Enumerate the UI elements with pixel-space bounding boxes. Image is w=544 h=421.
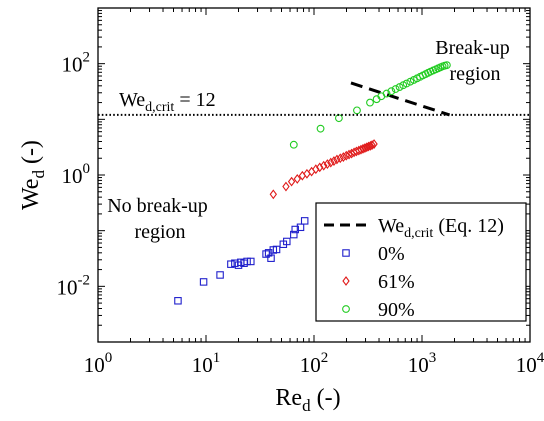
data-point-square	[296, 223, 305, 232]
data-point-diamond	[320, 160, 328, 171]
y-tick-label: 10-2	[57, 272, 91, 299]
y-axis-label: Wed(-)	[18, 140, 48, 210]
data-point-diamond	[293, 174, 301, 184]
data-point-diamond	[370, 139, 378, 149]
data-point-square	[227, 260, 235, 268]
data-point-circle	[289, 140, 298, 149]
legend-entry: 90%	[342, 299, 415, 321]
axis-ticks	[97, 7, 531, 343]
data-point-circle	[402, 79, 411, 88]
x-tick-label: 100	[84, 350, 113, 377]
data-point-square	[216, 271, 224, 279]
data-point-square	[247, 257, 255, 266]
x-tick-label: 104	[516, 350, 544, 377]
data-point-circle	[366, 98, 374, 107]
data-point-diamond	[363, 142, 371, 153]
critical-we-eq12-line	[350, 81, 451, 117]
legend-entry: Wed,crit (Eq. 12)	[324, 215, 504, 241]
break-up-region-annotation: Break-up region	[435, 37, 514, 85]
data-point-square	[243, 257, 251, 266]
data-point-diamond	[312, 164, 320, 175]
legend-marker-diamond	[342, 276, 350, 286]
data-point-square	[267, 254, 275, 262]
data-point-diamond	[327, 157, 335, 168]
data-point-square	[291, 225, 299, 234]
data-point-diamond	[336, 153, 344, 164]
data-point-circle	[353, 106, 361, 115]
data-point-diamond	[366, 140, 375, 151]
data-point-diamond	[287, 176, 296, 187]
data-point-diamond	[345, 149, 353, 160]
data-point-diamond	[357, 144, 365, 155]
data-point-diamond	[316, 162, 324, 173]
legend-box	[315, 202, 527, 322]
x-axis-label: Red (-)	[275, 385, 340, 415]
data-point-circle	[382, 89, 391, 98]
axis-tick-labels: 100 101 102 103 104 10-2 100 102	[57, 50, 544, 377]
legend-entry: 61%	[342, 271, 415, 293]
legend: Wed,crit (Eq. 12)0% 61% 90%	[315, 202, 527, 322]
data-point-diamond	[330, 156, 338, 166]
data-point-circle	[391, 85, 400, 93]
data-point-circle	[387, 87, 396, 96]
legend-marker-circle	[342, 305, 350, 313]
legend-label: Wed,crit (Eq. 12)	[378, 215, 504, 241]
data-point-circle	[395, 83, 404, 91]
legend-marker-square	[342, 249, 350, 257]
data-point-diamond	[323, 159, 332, 170]
legend-label: 90%	[378, 299, 415, 321]
critical-weber-label: Wed,crit = 12	[119, 89, 216, 115]
data-point-diamond	[333, 154, 341, 165]
data-point-square	[174, 297, 182, 305]
legend-label: 61%	[378, 271, 415, 293]
data-point-diamond	[339, 152, 348, 162]
legend-entries: Wed,crit (Eq. 12)0% 61% 90%	[324, 215, 504, 321]
data-point-circle	[316, 124, 325, 133]
legend-entry: 0%	[342, 243, 405, 265]
data-layer	[174, 61, 451, 305]
data-point-diamond	[364, 141, 373, 152]
legend-label: 0%	[378, 243, 405, 265]
x-tick-label: 102	[300, 350, 329, 377]
data-point-diamond	[368, 140, 376, 150]
data-point-square	[290, 230, 298, 239]
y-tick-label: 102	[62, 50, 91, 77]
x-tick-label: 103	[408, 350, 437, 377]
data-point-square	[262, 250, 270, 258]
data-point-diamond	[359, 143, 367, 154]
data-point-square	[300, 217, 309, 225]
data-point-square	[272, 245, 281, 254]
no-break-up-region-annotation: No break-up region	[107, 195, 213, 243]
data-point-circle	[442, 61, 451, 70]
x-tick-label: 101	[192, 350, 221, 377]
data-point-diamond	[269, 189, 277, 200]
data-point-diamond	[342, 150, 350, 161]
data-point-square	[199, 278, 208, 286]
data-point-diamond	[282, 181, 290, 192]
y-tick-label: 100	[62, 161, 91, 188]
data-point-diamond	[361, 143, 369, 153]
data-point-square	[283, 237, 291, 246]
